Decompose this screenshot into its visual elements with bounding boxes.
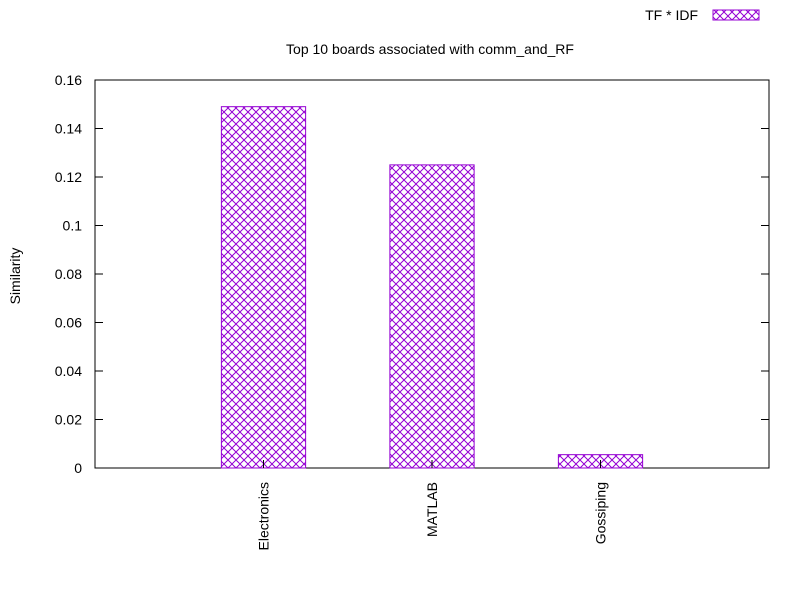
y-tick-label: 0: [74, 460, 82, 476]
y-axis: 0 0.02 0.04 0.06 0.08 0.1 0.12 0.14 0.16: [55, 72, 769, 476]
y-tick-label: 0.16: [55, 72, 82, 88]
legend-swatch: [712, 9, 760, 21]
y-tick-label: 0.08: [55, 266, 82, 282]
legend: TF * IDF: [645, 7, 760, 23]
x-tick-label: Gossiping: [593, 482, 609, 544]
y-tick-label: 0.1: [63, 218, 83, 234]
legend-label: TF * IDF: [645, 7, 698, 23]
x-tick-label: Electronics: [256, 482, 272, 550]
x-axis: Electronics MATLAB Gossiping: [256, 460, 609, 550]
chart-title: Top 10 boards associated with comm_and_R…: [286, 41, 574, 57]
x-tick-label: MATLAB: [424, 482, 440, 537]
y-tick-label: 0.12: [55, 169, 82, 185]
y-tick-label: 0.14: [55, 121, 82, 137]
y-tick-label: 0.06: [55, 315, 82, 331]
bar-matlab: [389, 164, 475, 469]
y-tick-label: 0.04: [55, 363, 82, 379]
y-tick-label: 0.02: [55, 412, 82, 428]
bar-electronics: [220, 106, 307, 469]
bars: [220, 106, 644, 469]
y-axis-label: Similarity: [7, 248, 23, 305]
